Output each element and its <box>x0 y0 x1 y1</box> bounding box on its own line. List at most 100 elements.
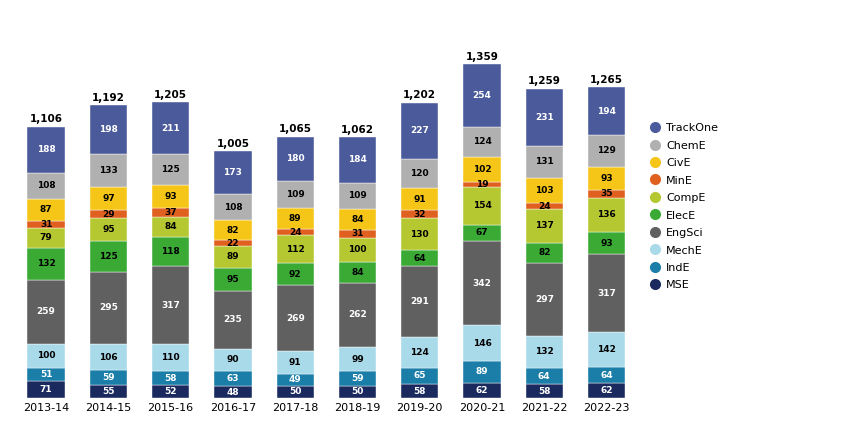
Text: 120: 120 <box>411 169 429 178</box>
Bar <box>464 361 501 383</box>
Text: 188: 188 <box>37 145 56 154</box>
Bar <box>401 368 438 384</box>
Text: 124: 124 <box>411 348 429 357</box>
Text: 62: 62 <box>600 386 613 395</box>
Text: 37: 37 <box>164 208 177 217</box>
Bar <box>339 137 376 182</box>
Text: 154: 154 <box>473 201 491 210</box>
Text: 133: 133 <box>99 166 118 175</box>
Bar <box>214 241 251 246</box>
Bar <box>588 87 626 135</box>
Bar <box>464 241 501 325</box>
Text: 87: 87 <box>40 205 52 214</box>
Bar <box>401 250 438 266</box>
Bar <box>89 211 127 217</box>
Bar <box>525 263 563 336</box>
Text: 58: 58 <box>164 374 177 383</box>
Text: 62: 62 <box>475 386 488 395</box>
Text: 317: 317 <box>597 289 616 298</box>
Text: 89: 89 <box>289 214 302 223</box>
Bar <box>214 349 251 371</box>
Text: 227: 227 <box>411 126 429 135</box>
Text: 31: 31 <box>352 229 363 238</box>
Bar <box>339 230 376 238</box>
Bar <box>525 368 563 384</box>
Text: 84: 84 <box>164 223 177 232</box>
Text: 295: 295 <box>99 303 118 312</box>
Text: 1,106: 1,106 <box>30 114 62 124</box>
Text: 146: 146 <box>473 339 491 348</box>
Text: 211: 211 <box>161 124 180 133</box>
Text: 262: 262 <box>348 310 367 319</box>
Bar <box>525 384 563 398</box>
Bar <box>588 167 626 190</box>
Bar <box>401 103 438 159</box>
Bar <box>152 102 190 154</box>
Bar <box>214 371 251 386</box>
Bar <box>339 283 376 347</box>
Text: 71: 71 <box>40 385 52 394</box>
Bar <box>28 228 65 247</box>
Text: 1,359: 1,359 <box>465 52 498 62</box>
Bar <box>89 370 127 385</box>
Text: 1,259: 1,259 <box>528 77 561 86</box>
Bar <box>339 209 376 230</box>
Text: 100: 100 <box>37 351 56 360</box>
Bar <box>588 190 626 198</box>
Text: 64: 64 <box>538 372 550 380</box>
Text: 64: 64 <box>600 371 613 380</box>
Bar <box>401 266 438 337</box>
Bar <box>401 337 438 368</box>
Text: 91: 91 <box>413 195 426 204</box>
Bar <box>89 187 127 211</box>
Text: 1,062: 1,062 <box>341 125 374 135</box>
Text: 82: 82 <box>227 226 239 235</box>
Text: 32: 32 <box>413 210 426 219</box>
Bar <box>277 285 314 351</box>
Bar <box>214 268 251 291</box>
Bar <box>401 218 438 250</box>
Bar <box>89 105 127 154</box>
Bar <box>525 243 563 263</box>
Text: 59: 59 <box>102 373 115 382</box>
Bar <box>339 262 376 283</box>
Text: 1,202: 1,202 <box>403 90 436 101</box>
Bar <box>464 182 501 187</box>
Bar <box>214 246 251 268</box>
Text: 1,192: 1,192 <box>92 93 125 103</box>
Bar <box>588 383 626 398</box>
Text: 100: 100 <box>348 245 367 254</box>
Bar <box>152 266 190 344</box>
Text: 108: 108 <box>223 202 242 211</box>
Text: 110: 110 <box>161 353 180 362</box>
Bar <box>464 157 501 182</box>
Bar <box>464 64 501 127</box>
Text: 67: 67 <box>475 229 488 238</box>
Bar <box>401 384 438 398</box>
Text: 65: 65 <box>413 372 426 380</box>
Text: 132: 132 <box>37 259 56 268</box>
Text: 79: 79 <box>40 233 52 242</box>
Bar <box>28 199 65 220</box>
Text: 50: 50 <box>289 387 302 396</box>
Text: 184: 184 <box>348 155 367 164</box>
Bar <box>152 385 190 398</box>
Text: 93: 93 <box>164 192 177 201</box>
Text: 93: 93 <box>600 174 613 183</box>
Text: 129: 129 <box>597 146 616 155</box>
Bar <box>28 368 65 380</box>
Bar <box>152 371 190 385</box>
Text: 269: 269 <box>286 314 304 323</box>
Bar <box>525 146 563 178</box>
Bar <box>277 374 314 386</box>
Text: 97: 97 <box>102 194 115 203</box>
Text: 235: 235 <box>223 315 242 324</box>
Text: 173: 173 <box>223 168 243 177</box>
Bar <box>525 203 563 209</box>
Bar <box>339 372 376 386</box>
Bar <box>28 127 65 172</box>
Bar <box>588 232 626 255</box>
Text: 180: 180 <box>286 154 304 163</box>
Bar <box>277 386 314 398</box>
Bar <box>525 209 563 243</box>
